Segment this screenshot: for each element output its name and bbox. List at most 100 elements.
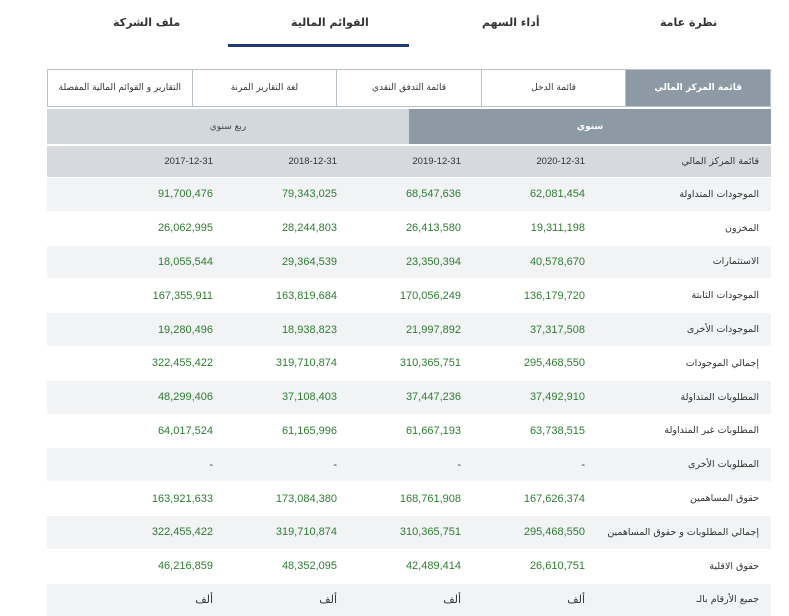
row-value: 61,667,193 — [405, 424, 461, 437]
row-label: المطلوبات غير المتداولة — [664, 425, 759, 437]
row-value: 18,055,544 — [157, 255, 213, 268]
subtab-xbrl[interactable]: لغة التقارير المرنة — [191, 70, 337, 106]
header-col: 2020-12-31 — [536, 156, 585, 167]
table-row: الموجودات الثابتة 136,179,720 170,056,249 1… — [47, 279, 771, 314]
row-value: 167,355,911 — [152, 289, 213, 302]
row-value: 23,350,394 — [405, 255, 461, 268]
table-row: إجمالي المطلوبات و حقوق المساهمين 295,468… — [47, 515, 771, 550]
row-value: 136,179,720 — [523, 289, 585, 302]
row-value: 163,921,633 — [151, 492, 213, 505]
row-label: حقوق الاقلية — [709, 560, 759, 572]
row-value: 48,352,095 — [281, 560, 337, 573]
header-col: 2018-12-31 — [288, 156, 337, 167]
row-value: 173,084,380 — [275, 492, 337, 505]
row-value: 26,610,751 — [529, 560, 585, 573]
row-label: إجمالي الموجودات — [685, 357, 759, 369]
row-value: 68,547,636 — [405, 188, 461, 201]
row-value: 19,280,496 — [157, 323, 213, 336]
subtab-income-statement[interactable]: قائمة الدخل — [480, 70, 626, 106]
row-label: المطلوبات الأخرى — [688, 459, 759, 471]
row-value: 40,578,670 — [529, 255, 585, 268]
period-annual-button[interactable]: سنوي — [409, 109, 771, 144]
row-value: - — [333, 458, 337, 471]
table-row: الاستثمارات 40,578,670 23,350,394 29,364,53… — [47, 245, 771, 280]
row-label: المخزون — [725, 222, 759, 234]
row-value: 19,311,198 — [530, 222, 585, 235]
row-value: 42,489,414 — [405, 560, 461, 573]
row-value: 21,997,892 — [405, 323, 461, 336]
row-label: الموجودات المتداولة — [679, 188, 759, 200]
row-value: - — [581, 458, 585, 471]
row-value: 61,165,996 — [281, 424, 337, 437]
row-value: 37,317,508 — [529, 323, 585, 336]
row-label: الموجودات الأخرى — [686, 324, 759, 336]
subtab-cash-flow[interactable]: قائمة التدفق النقدي — [336, 70, 481, 106]
row-value: - — [209, 458, 213, 471]
row-value: 63,738,515 — [529, 424, 585, 437]
row-value: 18,938,823 — [281, 323, 337, 336]
row-label: الاستثمارات — [712, 256, 759, 268]
row-value: 64,017,524 — [157, 424, 213, 437]
row-value: 37,492,910 — [529, 391, 585, 404]
table-header-row: قائمة المركز المالي 2020-12-31 2019-12-3… — [47, 146, 771, 178]
table-row: الموجودات المتداولة 62,081,454 68,547,636 7… — [47, 178, 771, 212]
header-label: قائمة المركز المالي — [681, 156, 759, 167]
subtab-detailed-reports[interactable]: التقارير و القوائم المالية المفصلة — [58, 83, 182, 93]
active-tab-indicator — [228, 44, 409, 47]
row-value: 163,819,684 — [275, 289, 337, 302]
row-value: 48,299,406 — [157, 391, 213, 404]
row-value: 29,364,539 — [281, 255, 337, 268]
row-value: 79,343,025 — [281, 188, 337, 201]
table-row: حقوق الاقلية 26,610,751 42,489,414 48,352,0… — [47, 549, 771, 584]
table-row: الموجودات الأخرى 37,317,508 21,997,892 18,9… — [47, 313, 771, 347]
row-value: 322,455,422 — [151, 526, 213, 539]
row-label: المطلوبات المتداولة — [680, 391, 759, 403]
subtab-balance-sheet[interactable]: قائمة المركز المالي — [625, 70, 770, 106]
tab-financial-statements[interactable]: القوائم المالية — [291, 16, 369, 29]
row-value: 319,710,874 — [275, 357, 337, 370]
header-col: 2019-12-31 — [412, 156, 461, 167]
tab-stock-performance[interactable]: أداء السهم — [482, 16, 540, 29]
row-value: 319,710,874 — [275, 526, 337, 539]
header-col: 2017-12-31 — [164, 156, 213, 167]
table-row: المخزون 19,311,198 26,413,580 28,244,803 26,… — [47, 211, 771, 246]
row-value: 37,447,236 — [405, 391, 461, 404]
row-value: 310,365,751 — [399, 526, 461, 539]
row-value: ألف — [443, 594, 461, 607]
period-toggle: سنوي ربع سنوي — [47, 109, 771, 144]
table-row: جميع الأرقام بالـ ألف ألف ألف ألف — [47, 583, 771, 616]
row-label: الموجودات الثابتة — [691, 290, 759, 302]
statement-tab-bar: قائمة المركز المالي قائمة الدخل قائمة ال… — [47, 69, 771, 107]
row-value: 37,108,403 — [281, 391, 337, 404]
table-row: إجمالي الموجودات 295,468,550 310,365,751 31… — [47, 346, 771, 381]
row-value: 46,216,859 — [157, 560, 213, 573]
row-value: 170,056,249 — [399, 289, 461, 302]
row-value: - — [457, 458, 461, 471]
table-row: المطلوبات غير المتداولة 63,738,515 61,667,… — [47, 414, 771, 449]
row-label: جميع الأرقام بالـ — [696, 594, 759, 606]
tab-overview[interactable]: نظرة عامة — [660, 16, 718, 29]
row-value: 62,081,454 — [529, 188, 585, 201]
table-row: حقوق المساهمين 167,626,374 168,761,908 173,… — [47, 482, 771, 516]
top-tab-bar: نظرة عامة أداء السهم القوائم المالية ملف… — [0, 0, 789, 50]
row-value: 26,413,580 — [405, 222, 461, 235]
table-row: المطلوبات المتداولة 37,492,910 37,447,236 3… — [47, 380, 771, 415]
row-value: 26,062,995 — [157, 222, 213, 235]
row-value: 167,626,374 — [523, 492, 585, 505]
row-value: ألف — [319, 594, 337, 607]
row-value: ألف — [567, 594, 585, 607]
table-row: المطلوبات الأخرى - - - - — [47, 448, 771, 483]
row-value: 295,468,550 — [523, 357, 585, 370]
row-label: حقوق المساهمين — [690, 493, 759, 505]
row-value: 295,468,550 — [523, 526, 585, 539]
row-value: 310,365,751 — [399, 357, 461, 370]
row-value: 91,700,476 — [157, 188, 213, 201]
period-quarterly-button[interactable]: ربع سنوي — [47, 109, 409, 144]
balance-sheet-table: قائمة المركز المالي 2020-12-31 2019-12-3… — [47, 146, 771, 616]
row-value: 28,244,803 — [281, 222, 337, 235]
row-value: 322,455,422 — [151, 357, 213, 370]
row-value: ألف — [195, 594, 213, 607]
row-label: إجمالي المطلوبات و حقوق المساهمين — [607, 526, 759, 538]
tab-company-profile[interactable]: ملف الشركة — [113, 16, 181, 29]
row-value: 168,761,908 — [399, 492, 461, 505]
